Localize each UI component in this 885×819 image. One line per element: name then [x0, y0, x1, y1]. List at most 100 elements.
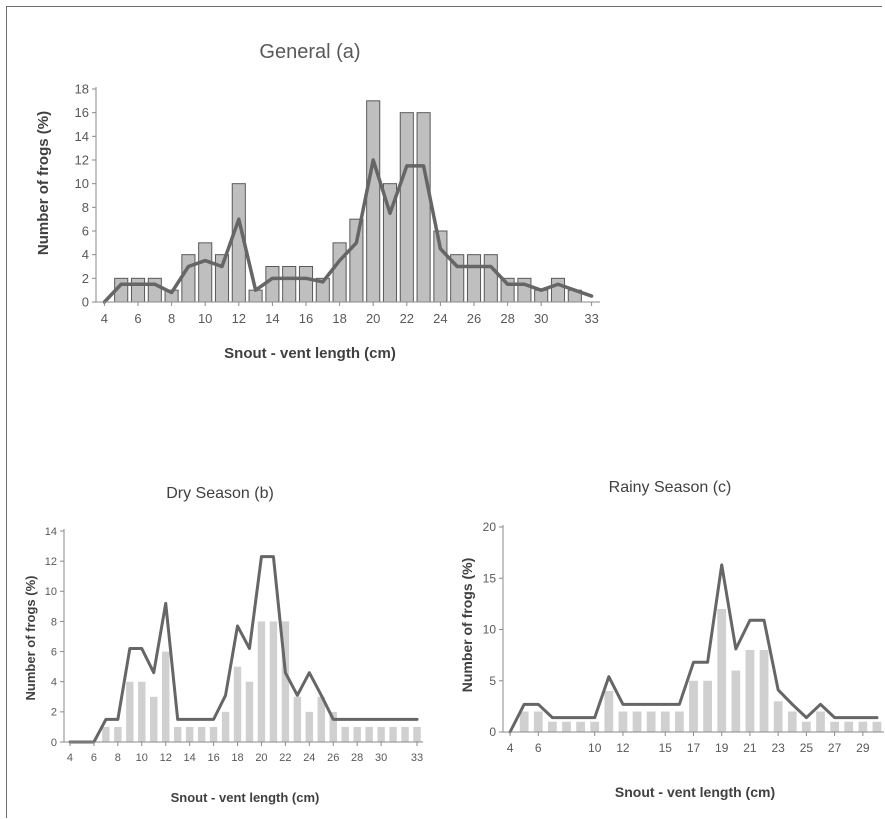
- chart-a-y-tick-label: 14: [75, 129, 89, 144]
- chart-a-bar: [181, 254, 196, 303]
- chart-b-x-tick-label: 8: [115, 752, 121, 764]
- chart-b-x-tick-label: 4: [67, 752, 73, 764]
- chart-c-bar: [576, 721, 585, 732]
- chart-c-x-tick-label: 15: [659, 741, 673, 755]
- chart-a-x-tick-label: 22: [400, 311, 414, 326]
- chart-c-bar: [604, 691, 614, 732]
- chart-c-bar: [759, 650, 769, 732]
- chart-c-bar: [519, 711, 529, 732]
- chart-a-x-tick-label: 26: [467, 311, 481, 326]
- chart-a-bar: [517, 277, 532, 303]
- chart-b-x-tick-label: 33: [411, 752, 423, 764]
- chart-c-x-tick-label: 6: [535, 741, 542, 755]
- chart-rainy-season: Rainy Season (c) Snout - vent length (cm…: [459, 479, 884, 800]
- chart-c-x-tick-label: 27: [828, 741, 842, 755]
- chart-c-bar: [717, 609, 727, 732]
- chart-a-y-tick-label: 0: [82, 295, 89, 310]
- chart-b-y-tick-label: 14: [45, 526, 57, 538]
- chart-a-bar: [147, 277, 162, 303]
- chart-a-x-tick-label: 14: [265, 311, 279, 326]
- chart-c-ylabel: Number of frogs (%): [459, 558, 475, 693]
- chart-b-bar: [185, 726, 194, 742]
- chart-c-y-tick-label: 15: [483, 571, 497, 585]
- chart-b-x-tick-label: 26: [327, 752, 339, 764]
- chart-c-y-tick-label: 20: [483, 520, 497, 534]
- chart-c-bar: [802, 721, 811, 732]
- chart-a-bar: [298, 266, 314, 303]
- chart-b-bar: [365, 726, 373, 742]
- chart-b-bar: [197, 726, 206, 742]
- chart-a-x-tick-label: 8: [168, 311, 175, 326]
- chart-b-x-tick-label: 12: [160, 752, 172, 764]
- chart-b-bar: [269, 621, 278, 742]
- chart-c-x-tick-label: 21: [743, 741, 757, 755]
- chart-b-title: Dry Season (b): [166, 485, 274, 502]
- chart-b-xlabel: Snout - vent length (cm): [171, 790, 320, 805]
- chart-c-bar: [731, 670, 741, 732]
- chart-b-bar: [305, 711, 314, 742]
- chart-a-y-tick-label: 2: [82, 271, 89, 286]
- chart-a-y-tick-label: 6: [82, 224, 89, 239]
- chart-a-bar: [198, 242, 213, 303]
- chart-c-x-tick-label: 17: [687, 741, 701, 755]
- chart-b-x-tick-label: 28: [351, 752, 363, 764]
- chart-b-x-tick-label: 30: [375, 752, 387, 764]
- chart-b-x-tick-label: 18: [231, 752, 243, 764]
- chart-c-bar: [590, 721, 600, 732]
- chart-b-bar: [126, 681, 134, 742]
- chart-b-ylabel: Number of frogs (%): [23, 576, 38, 701]
- chart-c-bar: [548, 721, 557, 732]
- chart-a-x-tick-label: 10: [198, 311, 212, 326]
- chart-b-bar: [209, 726, 218, 742]
- chart-c-bar: [618, 711, 628, 732]
- chart-a-bar: [366, 100, 381, 303]
- chart-a-x-tick-label: 24: [433, 311, 447, 326]
- chart-a-bar: [534, 289, 549, 303]
- chart-c-bar: [703, 680, 712, 732]
- chart-c-x-tick-label: 12: [616, 741, 630, 755]
- chart-c-bar: [872, 721, 882, 732]
- chart-b-bar: [114, 726, 122, 742]
- chart-c-bar: [646, 711, 656, 732]
- chart-b-bar: [138, 681, 146, 742]
- chart-a-x-tick-label: 18: [332, 311, 346, 326]
- chart-b-x-tick-label: 24: [303, 752, 315, 764]
- chart-a-y-tick-label: 18: [75, 82, 89, 97]
- chart-b-y-tick-label: 2: [51, 707, 57, 719]
- chart-c-bar: [858, 721, 868, 732]
- chart-a-y-tick-label: 8: [82, 200, 89, 215]
- chart-b-bar: [257, 621, 266, 742]
- chart-b-trend-line: [68, 555, 419, 744]
- chart-a-title: General (a): [259, 41, 360, 63]
- chart-b-x-tick-label: 22: [279, 752, 291, 764]
- chart-b-bar: [281, 621, 290, 742]
- chart-a-bar: [399, 112, 414, 303]
- chart-c-bar: [787, 711, 797, 732]
- chart-b-bar: [221, 711, 230, 742]
- chart-b-bar: [173, 726, 182, 742]
- chart-b-bar: [389, 726, 397, 742]
- chart-c-bar: [632, 711, 642, 732]
- chart-b-bar: [293, 696, 302, 742]
- chart-general: General (a) Snout - vent length (cm) Num…: [35, 41, 600, 362]
- chart-b-y-tick-label: 6: [51, 646, 57, 658]
- chart-a-ylabel: Number of frogs (%): [35, 111, 52, 255]
- chart-b-bar: [317, 696, 325, 742]
- chart-b-bar: [150, 696, 158, 742]
- chart-c-x-tick-label: 4: [507, 741, 514, 755]
- chart-dry-season: Dry Season (b) Snout - vent length (cm) …: [23, 485, 423, 805]
- chart-a-bar: [248, 289, 263, 303]
- chart-c-y-tick-label: 5: [489, 674, 496, 688]
- chart-b-y-tick-label: 10: [45, 586, 57, 598]
- chart-b-y-tick-label: 12: [45, 556, 57, 568]
- chart-a-bar: [416, 112, 431, 303]
- chart-b-y-tick-label: 4: [51, 677, 57, 689]
- chart-b-x-tick-label: 16: [207, 752, 219, 764]
- chart-c-bar: [816, 711, 825, 732]
- chart-c-bar: [689, 680, 698, 732]
- chart-c-xlabel: Snout - vent length (cm): [615, 784, 775, 800]
- chart-c-x-tick-label: 19: [715, 741, 729, 755]
- chart-c-bar: [533, 711, 543, 732]
- chart-a-y-tick-label: 12: [75, 153, 89, 168]
